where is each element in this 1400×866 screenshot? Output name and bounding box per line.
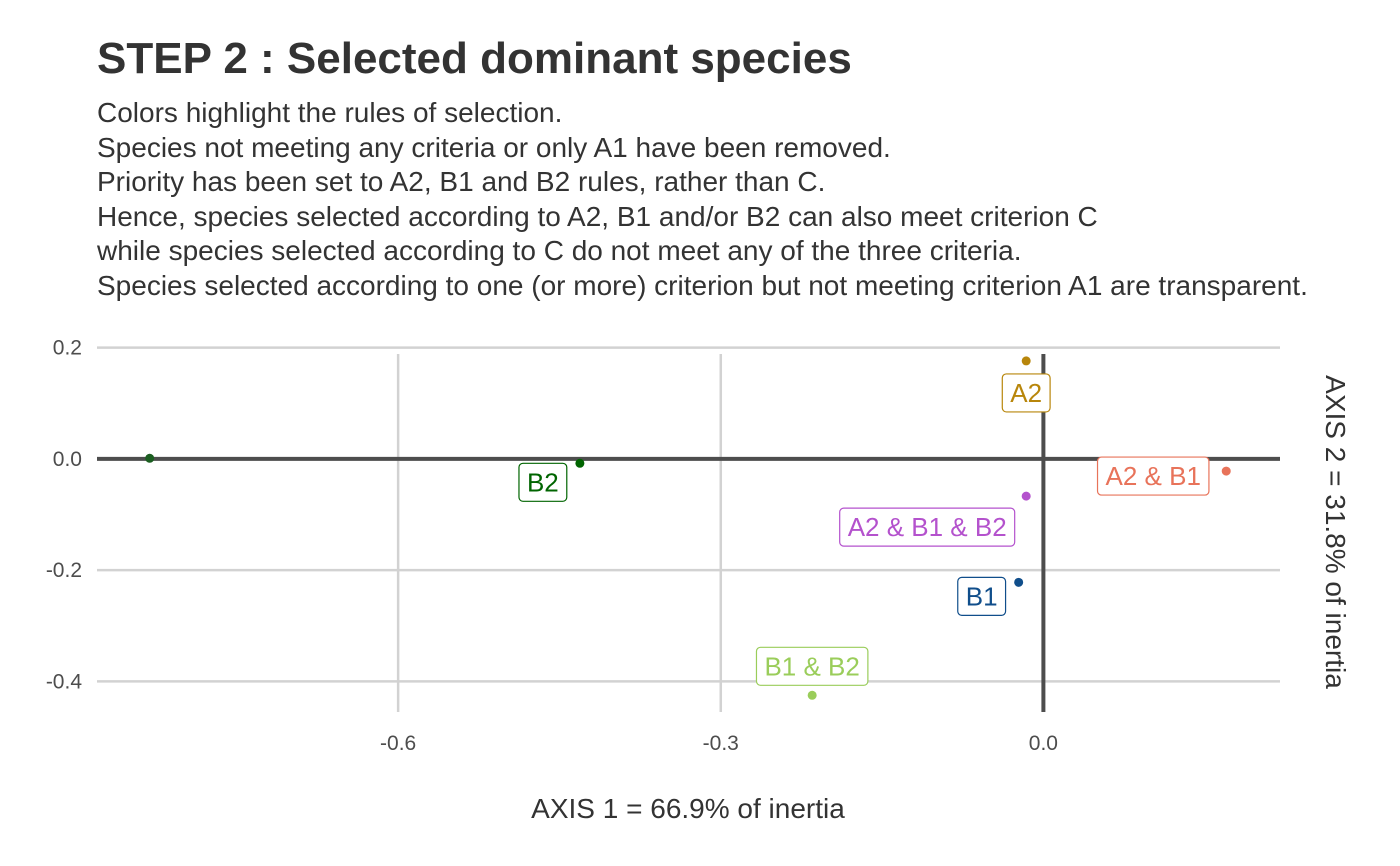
- point-label-group: A2 & B1 & B2: [839, 507, 1016, 547]
- point-label: B1: [966, 581, 998, 611]
- data-point: [807, 690, 817, 700]
- point-label-box: [518, 462, 568, 502]
- x-tick-label: -0.3: [703, 732, 739, 755]
- reference-lines: [97, 354, 1280, 712]
- data-points: [145, 356, 1231, 700]
- data-point: [575, 458, 585, 468]
- subtitle-line: Species not meeting any criteria or only…: [97, 131, 891, 163]
- subtitle-line: Colors highlight the rules of selection.: [97, 97, 563, 128]
- y-tick-label: -0.4: [46, 670, 83, 693]
- point-label: A2 & B1 & B2: [848, 512, 1007, 542]
- x-tick-label: 0.0: [1029, 732, 1058, 755]
- point-label-group: B2: [518, 462, 568, 502]
- point-label-box: [1001, 373, 1051, 413]
- x-axis-title: AXIS 1 = 66.9% of inertia: [531, 793, 845, 824]
- point-labels: B2 A2 A2 & B1 A2 & B1 & B2 B1 B1 & B2: [518, 373, 1210, 686]
- chart-title: STEP 2 : Selected dominant species: [97, 34, 852, 83]
- subtitle-line: while species selected according to C do…: [97, 235, 1022, 266]
- point-label: B2: [527, 467, 559, 497]
- point-label: B1 & B2: [764, 651, 859, 681]
- point-label-box: [755, 646, 869, 686]
- chart-subtitle: Colors highlight the rules of selection.…: [97, 96, 1400, 303]
- subtitle-line: Hence, species selected according to A2,…: [97, 200, 1098, 232]
- y-tick-label: -0.2: [46, 559, 82, 582]
- point-label-box: [957, 576, 1007, 616]
- y-tick-label: 0.0: [53, 448, 82, 471]
- data-point: [1014, 577, 1024, 587]
- grid-lines: [97, 346, 1280, 712]
- data-point: [1221, 466, 1231, 476]
- point-label: A2 & B1: [1106, 461, 1201, 491]
- y-axis-title: AXIS 2 = 31.8% of inertia: [1320, 375, 1351, 689]
- x-tick-label: -0.6: [380, 732, 416, 755]
- data-point: [1021, 491, 1031, 501]
- data-point: [1021, 356, 1031, 366]
- data-point: [145, 453, 155, 463]
- point-label-group: B1 & B2: [755, 646, 869, 686]
- y-tick-label: 0.2: [53, 337, 82, 360]
- tick-labels: -0.6 -0.3 0.0 -0.4 -0.2 0.0 0.2: [46, 337, 1058, 755]
- point-label-group: B1: [957, 576, 1007, 616]
- point-label-group: A2: [1001, 373, 1051, 413]
- subtitle-line: Priority has been set to A2, B1 and B2 r…: [97, 166, 826, 197]
- point-label-box: [839, 507, 1016, 547]
- point-label: A2: [1010, 378, 1042, 408]
- point-label-box: [1096, 456, 1210, 496]
- subtitle-line: Species selected according to one (or mo…: [97, 269, 1308, 301]
- point-label-group: A2 & B1: [1096, 456, 1210, 496]
